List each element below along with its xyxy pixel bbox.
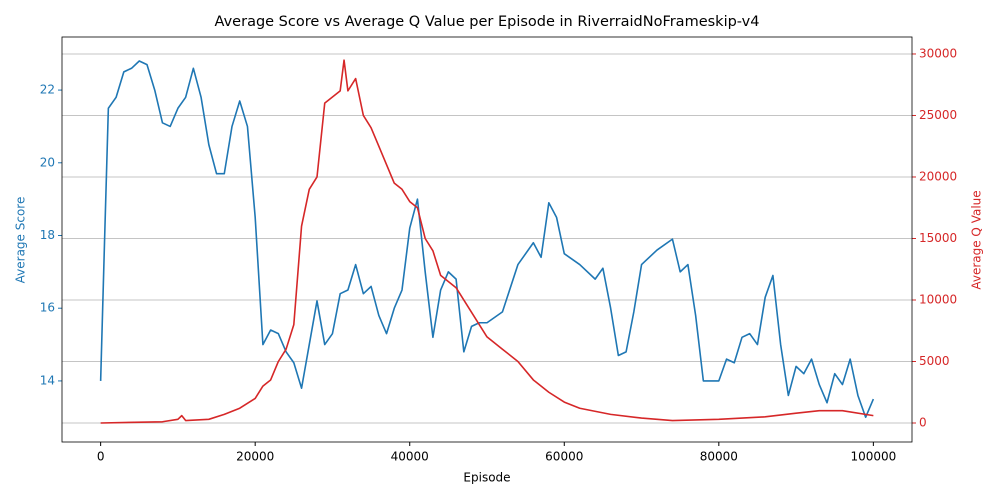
line-series [100,59,874,424]
x-tick-label: 100000 [850,450,896,464]
line-series [99,60,875,419]
y-tick-label: 18 [40,228,55,242]
x-tick-label: 20000 [236,450,274,464]
x-tick-label: 80000 [700,450,738,464]
y2-tick-label: 0 [919,415,927,429]
plot-frame [61,36,913,443]
y2-axis-label: Average Q Value [970,190,984,289]
y2-tick-label: 10000 [919,292,957,306]
x-tick-label: 0 [97,450,105,464]
x-tick-label: 40000 [391,450,429,464]
y2-tick-label: 25000 [919,108,957,122]
chart-title: Average Score vs Average Q Value per Epi… [215,14,760,30]
y-tick-label: 16 [40,301,55,315]
y2-tick-label: 15000 [919,231,957,245]
y-axis-label: Average Score [14,197,28,284]
y2-tick-label: 20000 [919,169,957,183]
y-tick-label: 20 [40,155,55,169]
y-tick-label: 14 [40,373,55,387]
y2-tick-label: 30000 [919,46,957,60]
x-tick-label: 60000 [545,450,583,464]
x-axis-label: Episode [463,471,510,485]
y2-tick-label: 5000 [919,354,950,368]
y-tick-label: 22 [40,83,55,97]
